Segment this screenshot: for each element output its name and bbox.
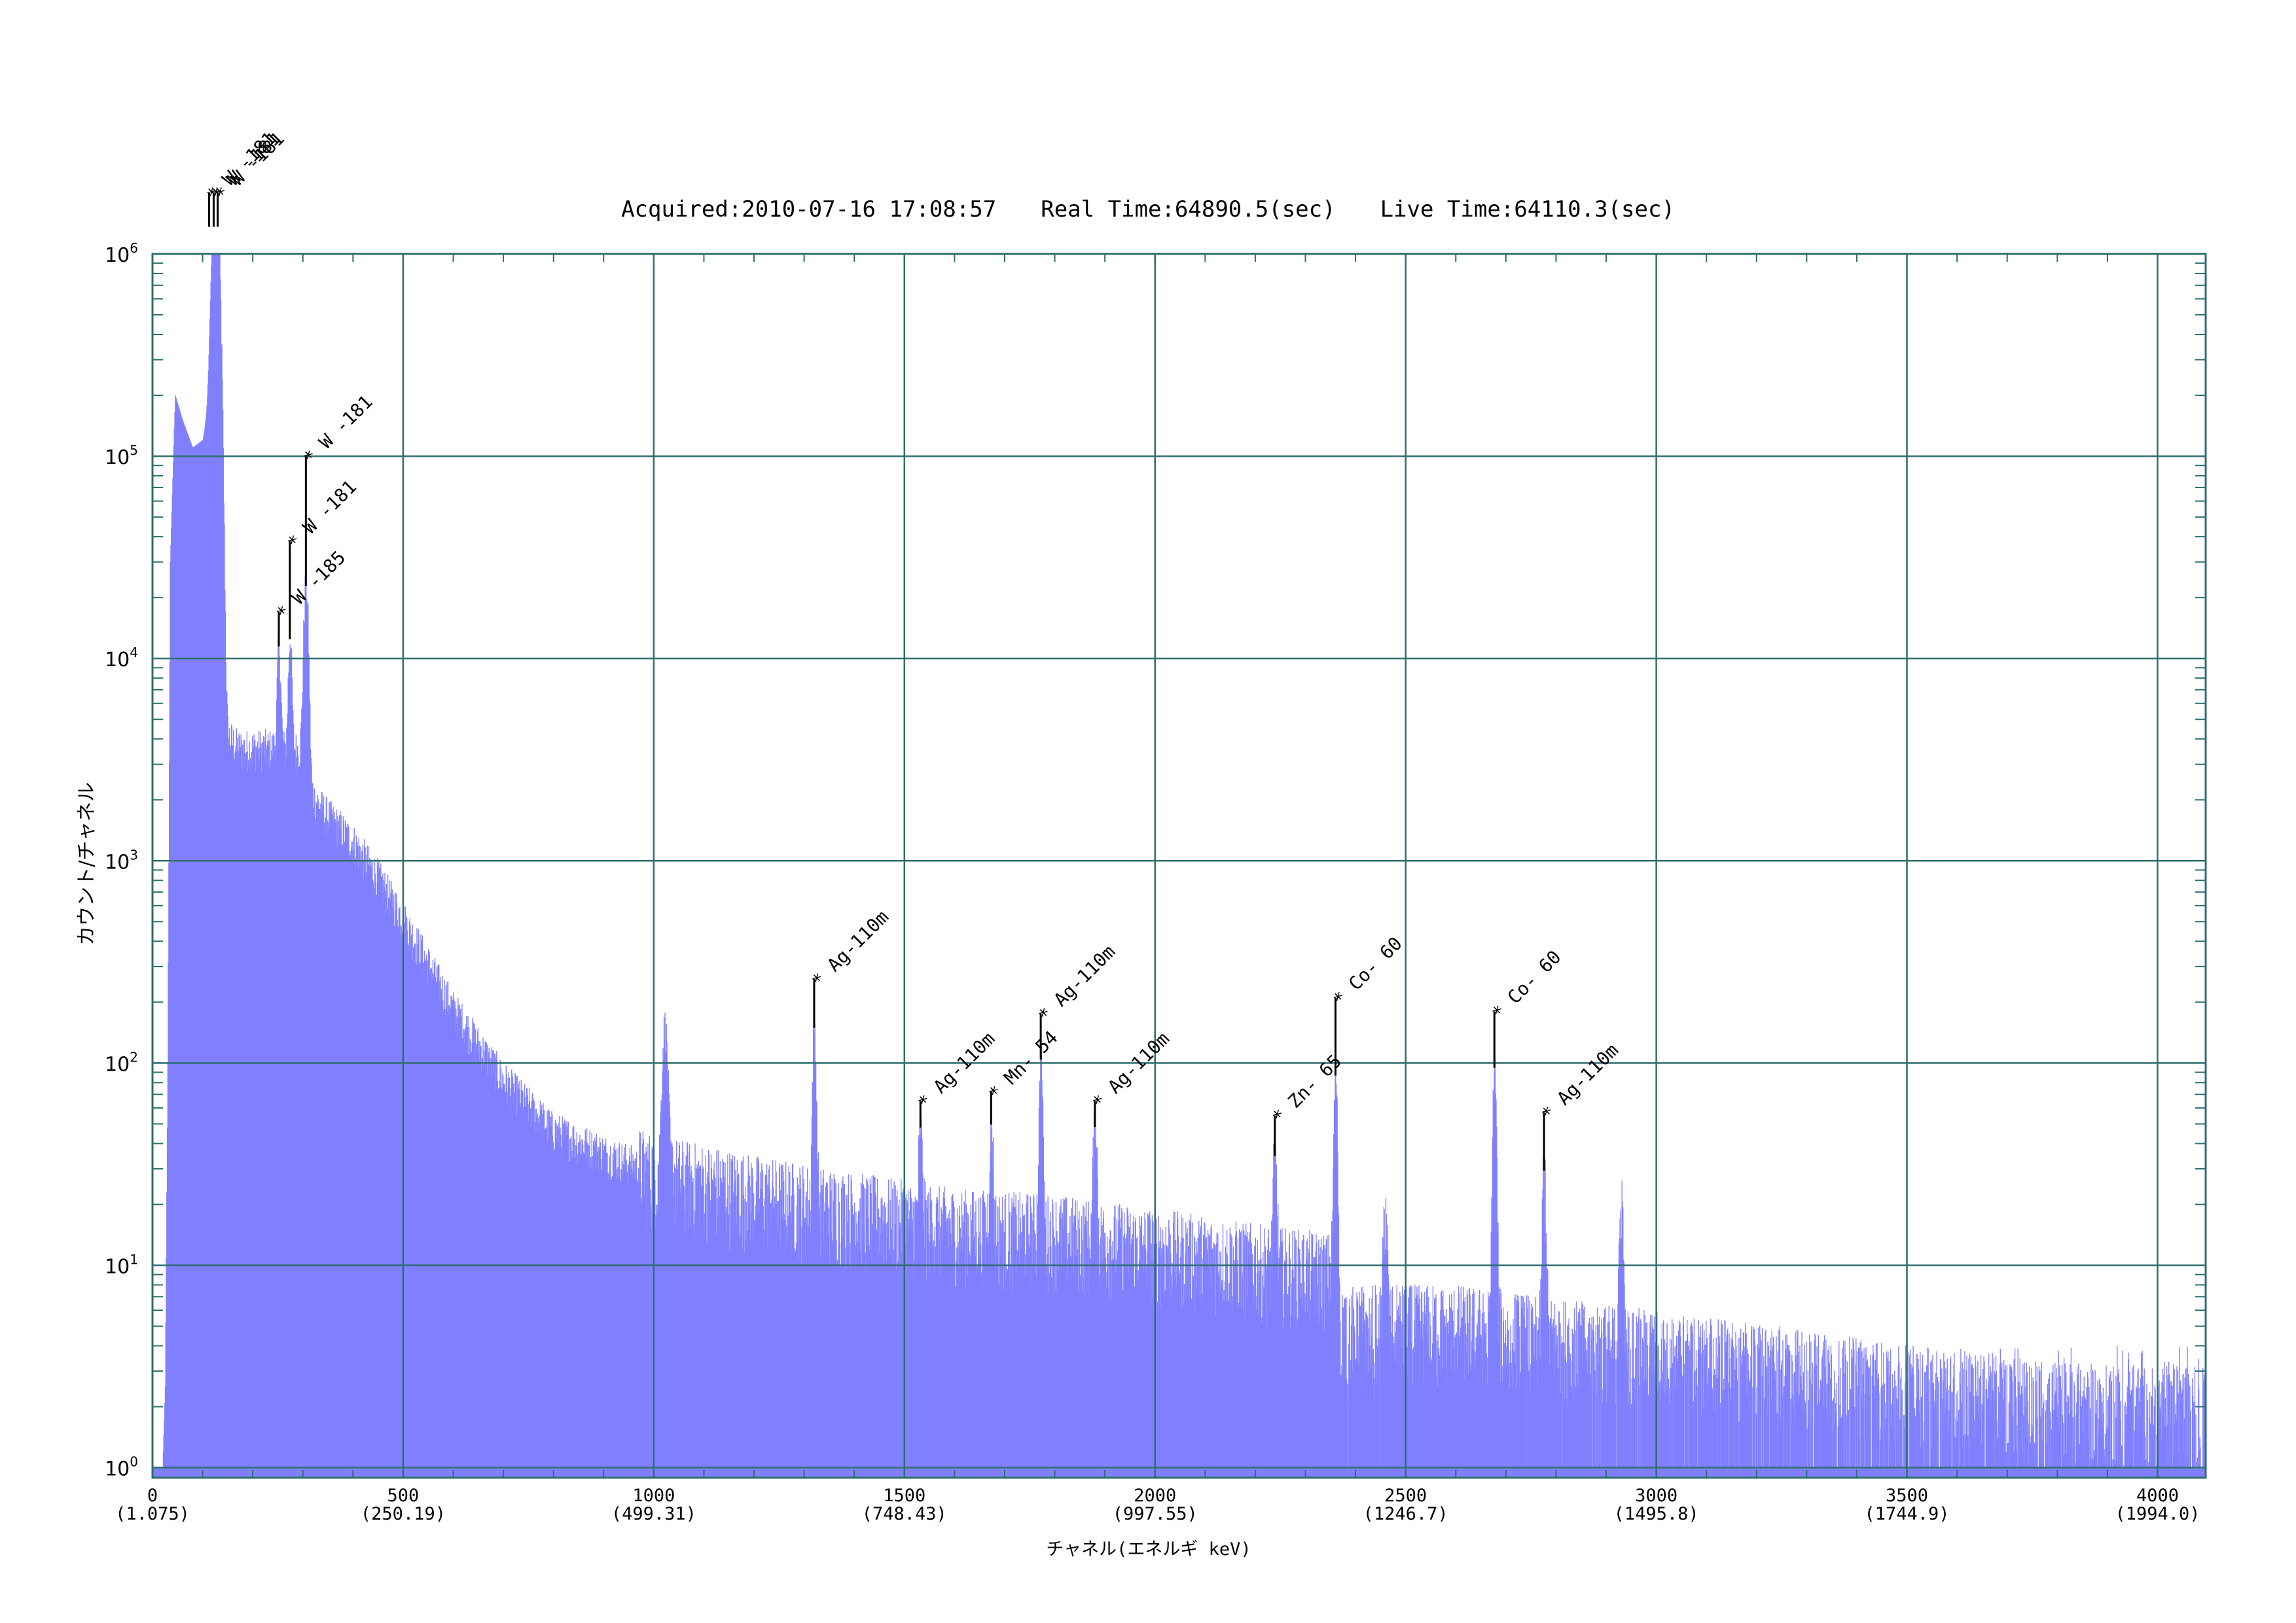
plot-frame xyxy=(151,253,2207,1479)
x-tick-label: 2000 xyxy=(1134,1486,1176,1506)
nuclide-marker-label: * Ag-110m xyxy=(1537,1039,1623,1125)
nuclide-marker-label: * Ag-110m xyxy=(1088,1028,1174,1114)
nuclide-marker-label: * W -185 xyxy=(272,546,350,624)
x-tick-label: 1000 xyxy=(632,1486,675,1506)
live-time-label: Live Time:64110.3(sec) xyxy=(1380,196,1675,223)
nuclide-marker-label: * Ag-110m xyxy=(1034,941,1120,1027)
x-tick-energy-label: (997.55) xyxy=(1113,1504,1198,1524)
grid-layer xyxy=(151,253,2207,1479)
x-tick-label: 2500 xyxy=(1384,1486,1427,1506)
y-tick-label: 105 xyxy=(105,442,138,469)
y-tick-label: 101 xyxy=(105,1251,138,1278)
acquired-label: Acquired:2010-07-16 17:08:57 xyxy=(621,196,997,223)
x-tick-energy-label: (1.075) xyxy=(115,1504,190,1524)
nuclide-marker-label: * W -181 xyxy=(283,476,361,554)
axis-layer: 0(1.075) 500(250.19) 1000(499.31) 1500(748.… xyxy=(105,240,2200,1524)
x-tick-energy-label: (1744.9) xyxy=(1865,1504,1950,1524)
x-tick-label: 3500 xyxy=(1886,1486,1928,1506)
x-tick-label: 1500 xyxy=(883,1486,925,1506)
acquisition-header: Acquired:2010-07-16 17:08:57 Real Time:64… xyxy=(0,196,2296,223)
y-tick-label: 100 xyxy=(105,1454,138,1481)
x-tick-label: 4000 xyxy=(2136,1486,2179,1506)
y-tick-label: 102 xyxy=(105,1049,138,1076)
y-tick-label: 106 xyxy=(105,240,138,267)
x-tick-energy-label: (748.43) xyxy=(862,1504,947,1524)
real-time-label: Real Time:64890.5(sec) xyxy=(1041,196,1336,223)
x-tick-label: 0 xyxy=(147,1486,158,1506)
nuclide-marker-label: * Co- 60 xyxy=(1488,946,1566,1024)
nuclide-marker-label: * Ag-110m xyxy=(808,906,893,991)
nuclide-marker-label: * Ag-110m xyxy=(914,1028,999,1114)
x-axis-title: チャネル(エネルギ keV) xyxy=(1046,1539,1251,1560)
nuclide-marker-label: * Mn- 54 xyxy=(984,1027,1062,1105)
x-tick-label: 3000 xyxy=(1635,1486,1677,1506)
x-tick-energy-label: (1495.8) xyxy=(1614,1504,1699,1524)
x-tick-energy-label: (1994.0) xyxy=(2115,1504,2200,1524)
nuclide-marker-label: * Co- 60 xyxy=(1329,933,1407,1010)
x-tick-energy-label: (1246.7) xyxy=(1363,1504,1448,1524)
spectrum-area xyxy=(152,253,2206,1478)
x-tick-energy-label: (499.31) xyxy=(611,1504,696,1524)
x-tick-label: 500 xyxy=(387,1486,420,1506)
spectrum-layer xyxy=(152,253,2206,1478)
nuclide-marker-label: * W -181 xyxy=(211,128,289,205)
y-tick-label: 104 xyxy=(105,645,138,671)
x-tick-energy-label: (250.19) xyxy=(361,1504,446,1524)
y-axis-title: カウント/チャネル xyxy=(75,782,98,946)
y-tick-label: 103 xyxy=(105,847,138,874)
